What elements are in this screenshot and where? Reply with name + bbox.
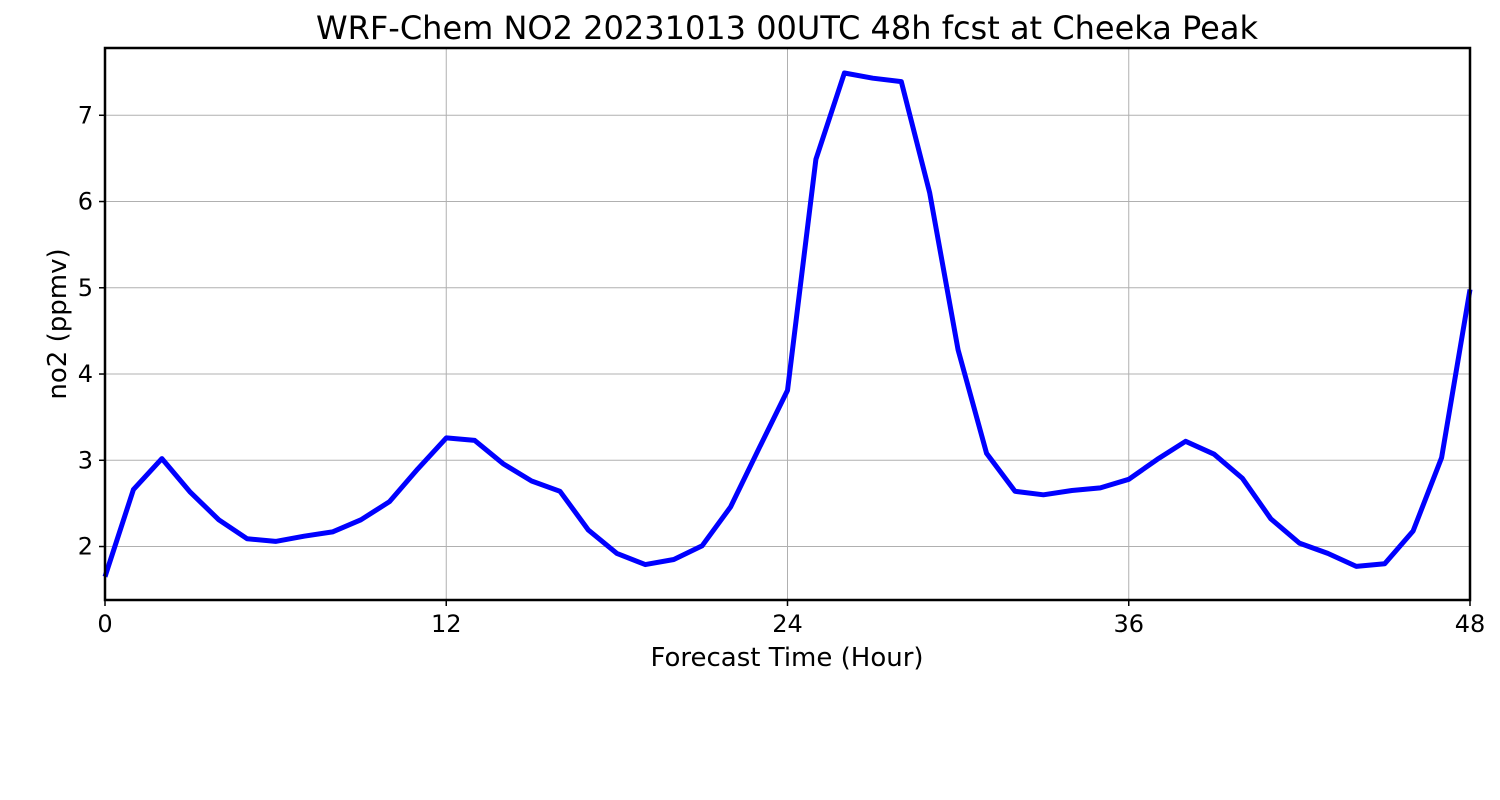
y-tick-label: 2 xyxy=(78,533,93,561)
x-tick-label: 48 xyxy=(1455,610,1486,638)
y-axis-label: no2 (ppmv) xyxy=(43,248,73,399)
y-tick-label: 7 xyxy=(78,101,93,129)
y-tick-label: 4 xyxy=(78,360,93,388)
x-tick-label: 12 xyxy=(431,610,462,638)
y-tick-label: 6 xyxy=(78,188,93,216)
x-axis-label: Forecast Time (Hour) xyxy=(650,643,923,673)
grid-layer xyxy=(104,48,1471,600)
y-tick-label: 5 xyxy=(78,274,93,302)
series-layer xyxy=(102,70,1473,578)
tick-layer: 0 12 24 36 48 2 3 4 5 6 7 xyxy=(78,101,1486,638)
x-tick-label: 24 xyxy=(772,610,803,638)
x-tick-label: 36 xyxy=(1113,610,1144,638)
y-tick-label: 3 xyxy=(78,446,93,474)
x-tick-label: 0 xyxy=(97,610,112,638)
no2-series-line xyxy=(102,70,1473,578)
chart-title: WRF-Chem NO2 20231013 00UTC 48h fcst at … xyxy=(316,9,1258,47)
